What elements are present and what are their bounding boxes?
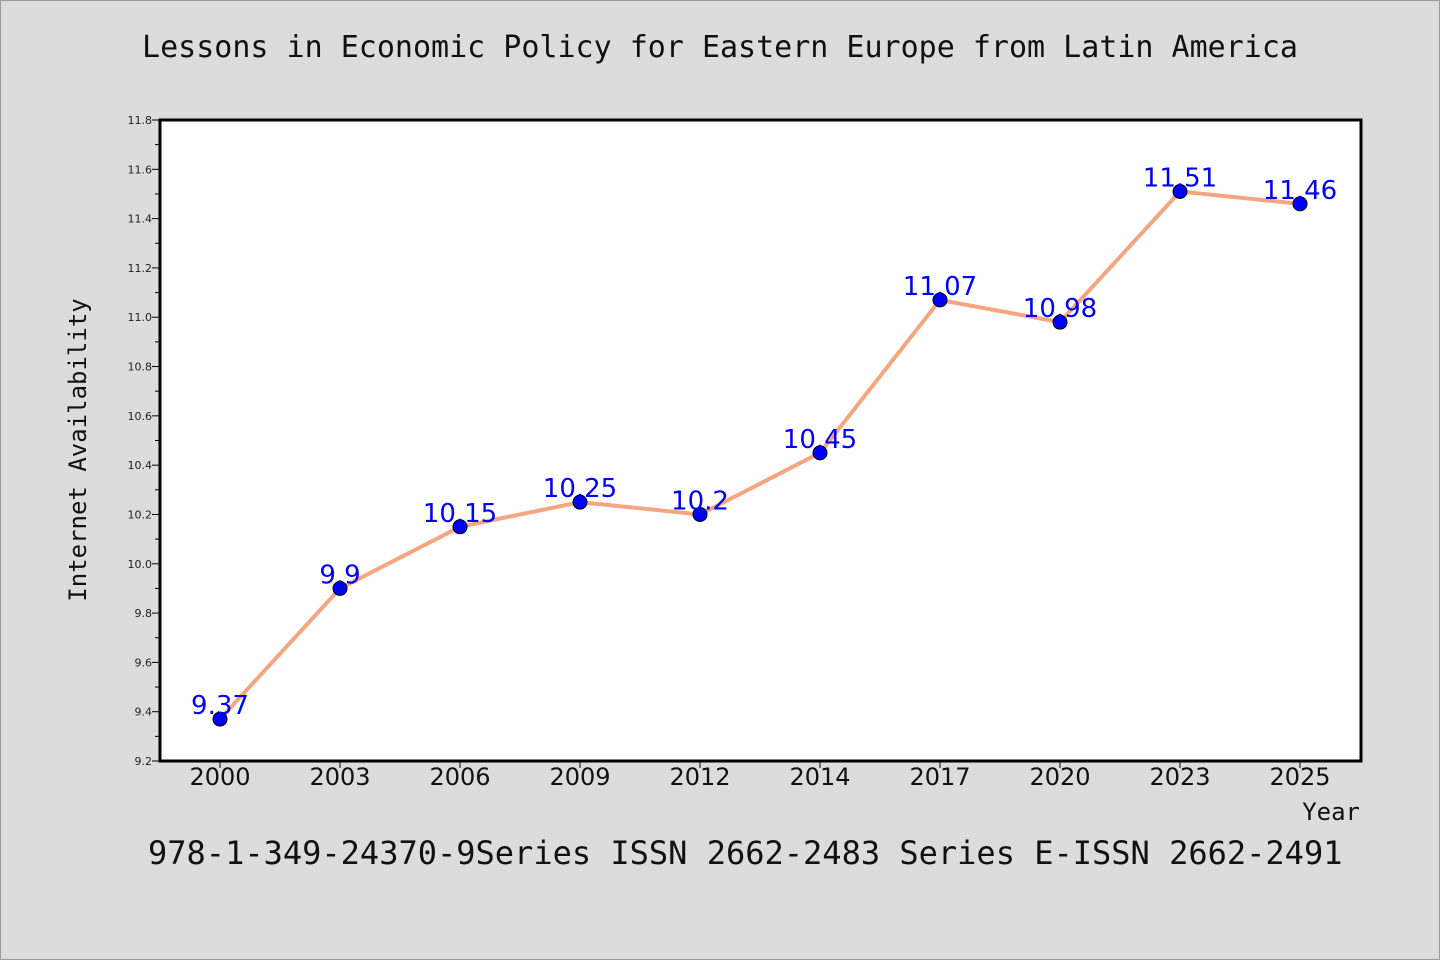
y-tick-label: 9.8 [135, 607, 153, 620]
y-tick-label: 10.2 [128, 508, 153, 521]
y-tick-label: 10.6 [128, 410, 153, 423]
data-labels: 9.37 9.9 10.15 10.25 10.2 10.45 11.07 10.98 11.5… [191, 163, 1337, 721]
y-tick-label: 10.0 [128, 558, 153, 571]
data-point-marker [332, 580, 348, 596]
isbn-issn-footer: 978-1-349-24370-9Series ISSN 2662-2483 S… [148, 834, 1343, 872]
y-tick-label: 9.6 [135, 656, 153, 669]
data-point-label: 10.2 [671, 486, 729, 516]
x-tick-label: 2025 [1269, 763, 1330, 791]
data-point-marker [212, 711, 228, 727]
x-tick-label: 2009 [549, 763, 610, 791]
y-tick-label: 11.6 [128, 163, 153, 176]
y-tick-label: 10.4 [128, 459, 153, 472]
x-axis-title: Year [1302, 798, 1360, 826]
data-point-label: 11.07 [903, 272, 977, 302]
data-point-label: 9.9 [319, 560, 360, 590]
y-axis-ticks: 9.2 9.4 9.6 9.8 10.0 10.2 10.4 10.6 10.8 11.0 11.2… [128, 114, 160, 768]
data-points [212, 183, 1308, 727]
x-tick-label: 2003 [309, 763, 370, 791]
data-point-marker [812, 445, 828, 461]
y-tick-label: 10.8 [128, 361, 153, 374]
data-point-label: 10.98 [1023, 294, 1097, 324]
x-axis-ticks: 2000 2003 2006 2009 2012 2014 2017 2020 2023 2025 [189, 761, 1331, 791]
x-tick-label: 2020 [1029, 763, 1090, 791]
data-point-label: 10.15 [423, 499, 497, 529]
data-point-marker [1292, 196, 1308, 212]
chart-title: Lessons in Economic Policy for Eastern E… [142, 30, 1298, 65]
data-point-marker [692, 506, 708, 522]
y-tick-label: 11.2 [128, 262, 153, 275]
series-line [218, 189, 1301, 721]
data-point-marker [572, 494, 588, 510]
plot-area [158, 118, 1363, 763]
y-tick-label: 9.2 [135, 755, 153, 768]
y-axis-title: Internet Availability [64, 298, 92, 601]
x-tick-label: 2014 [789, 763, 850, 791]
data-point-marker [1052, 314, 1068, 330]
data-point-label: 10.45 [783, 425, 857, 455]
x-tick-label: 2017 [909, 763, 970, 791]
data-point-label: 9.37 [191, 691, 249, 721]
data-point-label: 11.51 [1143, 163, 1217, 193]
data-point-label: 10.25 [543, 474, 617, 504]
y-tick-label: 11.0 [128, 311, 153, 324]
y-tick-label: 11.8 [128, 114, 153, 127]
data-point-label: 11.46 [1263, 176, 1337, 206]
x-tick-label: 2000 [189, 763, 250, 791]
x-tick-label: 2023 [1149, 763, 1210, 791]
x-tick-label: 2012 [669, 763, 730, 791]
data-point-marker [1172, 183, 1188, 199]
y-tick-label: 11.4 [128, 213, 153, 226]
y-tick-label: 9.4 [135, 706, 153, 719]
data-point-marker [932, 292, 948, 308]
series-polyline [218, 189, 1301, 721]
x-tick-label: 2006 [429, 763, 490, 791]
data-point-marker [452, 519, 468, 535]
